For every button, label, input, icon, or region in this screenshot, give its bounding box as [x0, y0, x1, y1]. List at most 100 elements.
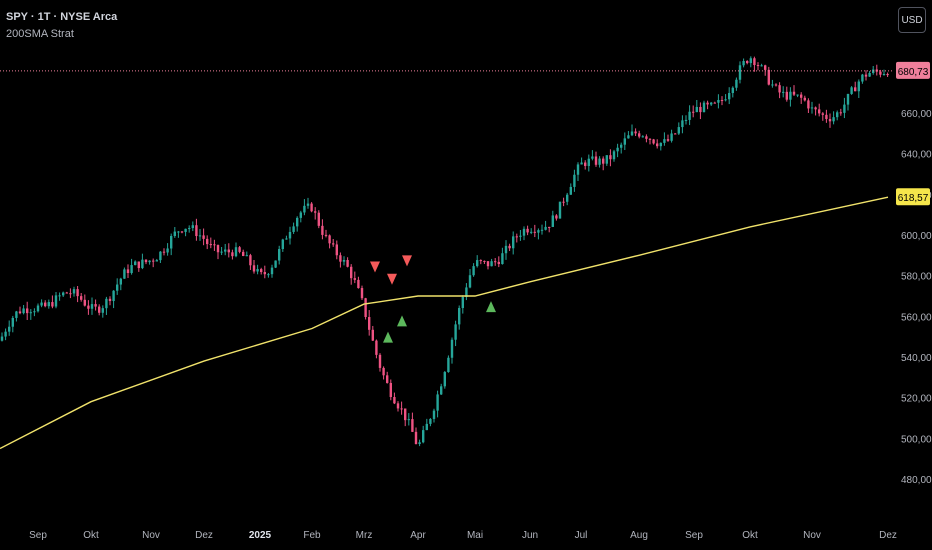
- candle-body: [868, 73, 871, 77]
- candle-body: [609, 155, 612, 160]
- candle-body: [418, 442, 421, 444]
- candle-body: [303, 205, 306, 213]
- candle-body: [479, 260, 482, 262]
- candle-body: [648, 138, 652, 140]
- candle-body: [198, 235, 202, 237]
- candle-body: [216, 245, 220, 253]
- candle-body: [112, 290, 115, 302]
- candle-body: [22, 308, 25, 314]
- candle-body: [177, 231, 180, 233]
- candle-body: [533, 231, 536, 233]
- candle-body: [324, 234, 328, 236]
- candle-body: [126, 269, 130, 274]
- candle-body: [360, 288, 364, 299]
- x-tick-label: Jun: [522, 530, 538, 541]
- candle-body: [530, 231, 533, 233]
- candle-body: [432, 410, 436, 419]
- sma-value-badge-bg: [896, 188, 930, 206]
- candle-body: [832, 117, 835, 122]
- candle-body: [796, 94, 799, 96]
- candle-body: [148, 260, 151, 263]
- candle-body: [285, 238, 288, 240]
- candle-body: [29, 312, 32, 314]
- candle-body: [576, 164, 580, 175]
- candle-body: [220, 251, 223, 253]
- candle-body: [54, 295, 58, 307]
- candle-body: [62, 292, 65, 296]
- candle-body: [350, 266, 353, 279]
- y-tick-label: 500,00: [901, 434, 932, 445]
- candle-body: [378, 354, 382, 368]
- x-tick-label: Okt: [742, 530, 758, 541]
- price-axis[interactable]: 660,00640,00620,00600,00580,00560,00540,…: [901, 109, 932, 486]
- candle-body: [188, 228, 191, 230]
- candle-body: [735, 79, 738, 88]
- candle-body: [76, 289, 79, 297]
- candle-body: [245, 255, 248, 257]
- candle-body: [123, 269, 126, 279]
- candle-body: [353, 278, 356, 280]
- candle-body: [767, 69, 770, 85]
- candle-body: [746, 61, 749, 64]
- candle-body: [821, 113, 824, 115]
- candle-body: [540, 229, 544, 231]
- candle-body: [861, 74, 864, 82]
- indicator-title[interactable]: 200SMA Strat: [6, 28, 74, 40]
- symbol-title[interactable]: SPY · 1T · NYSE Arca: [6, 11, 118, 23]
- x-tick-label: 2025: [249, 530, 272, 541]
- candle-body: [317, 212, 320, 226]
- y-tick-label: 580,00: [901, 272, 932, 283]
- candle-body: [476, 260, 479, 267]
- candle-body: [580, 162, 583, 165]
- time-axis[interactable]: Sep Okt Nov Dez 2025 Feb Mrz Apr Mai Jun Jul Aug Sep…: [29, 530, 897, 541]
- last-price-badge: 680,73: [898, 67, 929, 78]
- candle-body: [26, 308, 29, 314]
- candle-body: [630, 131, 634, 136]
- candle-body: [332, 243, 335, 245]
- candle-body: [51, 302, 54, 307]
- candle-body: [634, 131, 637, 134]
- candle-body: [152, 260, 155, 262]
- currency-button[interactable]: USD: [898, 7, 926, 33]
- y-tick-label: 540,00: [901, 353, 932, 364]
- candle-body: [98, 306, 101, 313]
- candle-body: [810, 107, 814, 109]
- buy-signal-marker: [383, 331, 393, 343]
- candle-body: [18, 311, 22, 314]
- candle-body: [11, 317, 14, 327]
- sell-signal-marker: [370, 261, 380, 273]
- x-tick-label: Aug: [630, 530, 648, 541]
- candle-body: [782, 91, 785, 93]
- candle-body: [65, 292, 68, 294]
- candle-body: [357, 279, 360, 289]
- candle-body: [436, 394, 439, 411]
- candle-body: [130, 265, 133, 274]
- y-tick-label: 640,00: [901, 150, 932, 161]
- candle-body: [764, 65, 767, 70]
- candle-body: [879, 71, 882, 75]
- y-tick-label: 520,00: [901, 394, 932, 405]
- candle-body: [850, 87, 853, 94]
- candle-body: [490, 261, 493, 267]
- candle-body: [623, 138, 626, 145]
- candle-body: [670, 133, 673, 141]
- candle-body: [144, 259, 148, 263]
- candle-body: [296, 217, 299, 227]
- candle-body: [515, 236, 518, 238]
- candle-body: [562, 201, 565, 203]
- x-tick-label: Dez: [879, 530, 897, 541]
- candle-body: [346, 260, 349, 267]
- y-tick-label: 600,00: [901, 231, 932, 242]
- candle-body: [659, 142, 662, 147]
- candle-body: [468, 275, 472, 288]
- candle-body: [328, 235, 331, 244]
- candle-body: [566, 194, 569, 202]
- candle-body: [278, 249, 281, 261]
- candle-body: [231, 252, 234, 257]
- y-tick-label: 560,00: [901, 312, 932, 323]
- x-tick-label: Sep: [685, 530, 703, 541]
- candle-body: [180, 231, 184, 233]
- candle-body: [206, 238, 209, 245]
- candle-body: [162, 251, 166, 253]
